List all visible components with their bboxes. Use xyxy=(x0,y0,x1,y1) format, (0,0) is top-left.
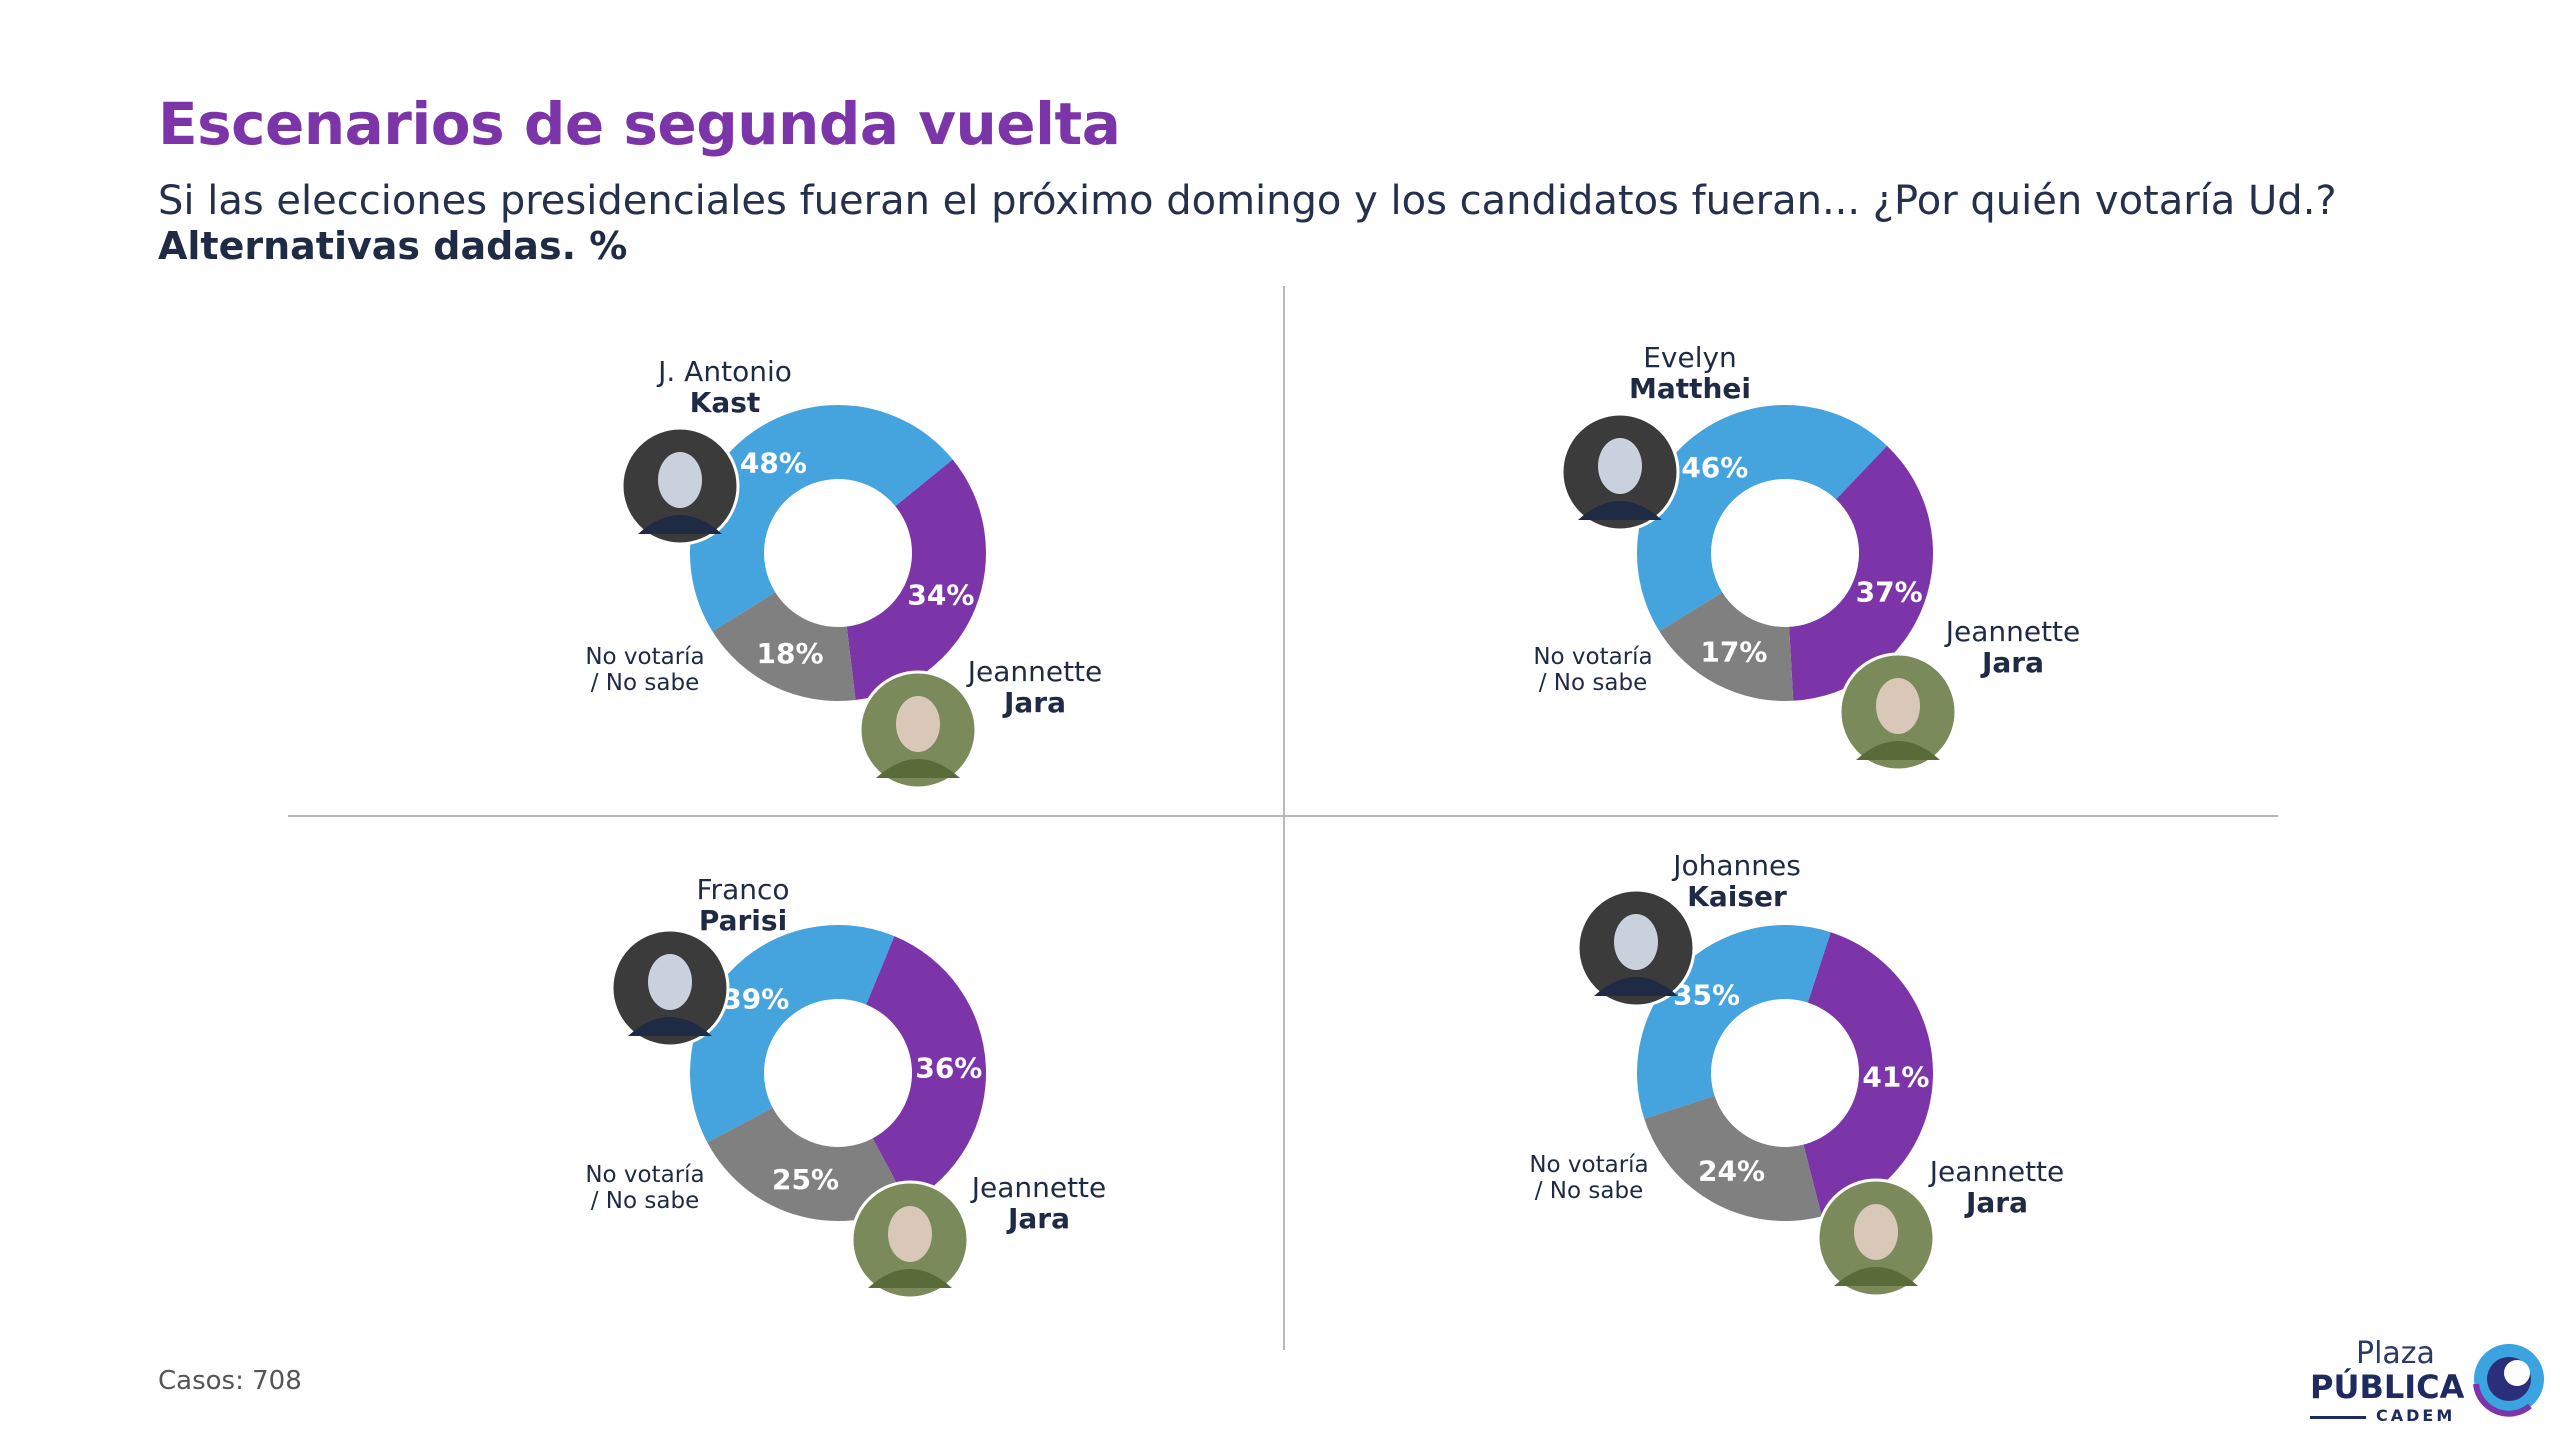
data-label: 36% xyxy=(915,1052,982,1085)
scenario-panel-kaiser: Johannes Kaiser No votaría / No sabe Jea… xyxy=(0,300,2064,1218)
candidate-photo xyxy=(1576,888,1696,1008)
candidate-last-name: Kast xyxy=(689,386,761,419)
data-label: 37% xyxy=(1856,575,1923,608)
logo-publica-text: PÚBLICA xyxy=(2310,1368,2465,1406)
opponent-first-name: Jeannette xyxy=(967,655,1103,688)
opponent-photo xyxy=(1816,1178,1936,1298)
donut-slice-jara xyxy=(1803,932,1934,1217)
opponent-last-name: Jara xyxy=(1007,1202,1070,1235)
candidate-last-name: Kaiser xyxy=(1687,880,1787,913)
opponent-photo xyxy=(1838,652,1958,772)
scenario-panel-matthei: Evelyn Matthei No votaría / No sabe Jean… xyxy=(0,300,2080,820)
no-votaria-line2: / No sabe xyxy=(590,670,700,696)
donut-slice-no-votar-a-no-sabe xyxy=(1644,1095,1822,1221)
candidate-photo xyxy=(1560,412,1680,532)
data-label: 39% xyxy=(722,982,789,1015)
no-votaria-line1: No votaría xyxy=(1533,644,1653,670)
plaza-publica-logo: Plaza PÚBLICA CADEM xyxy=(2310,1336,2550,1426)
vertical-divider xyxy=(1283,286,1285,1350)
data-label: 17% xyxy=(1700,636,1767,669)
candidate-photo xyxy=(620,426,740,546)
no-votaria-line2: / No sabe xyxy=(1538,670,1648,696)
opponent-label: Jeannette Jara xyxy=(944,1172,1134,1234)
opponent-label: Jeannette Jara xyxy=(1902,1156,2092,1218)
opponent-first-name: Jeannette xyxy=(1929,1155,2065,1188)
opponent-photo xyxy=(850,1180,970,1300)
data-label: 35% xyxy=(1673,979,1740,1012)
no-votaria-line2: / No sabe xyxy=(590,1188,700,1214)
donut-slice-jara xyxy=(1789,445,1934,701)
no-votaria-line1: No votaría xyxy=(1529,1152,1649,1178)
opponent-first-name: Jeannette xyxy=(971,1171,1107,1204)
data-label: 46% xyxy=(1681,451,1748,484)
no-votaria-line1: No votaría xyxy=(585,644,705,670)
candidate-first-name: Johannes xyxy=(1673,849,1801,882)
opponent-photo xyxy=(858,670,978,790)
opponent-label: Jeannette Jara xyxy=(940,656,1130,718)
candidate-last-name: Parisi xyxy=(698,904,788,937)
donut-slice-jara xyxy=(846,459,986,700)
data-label: 25% xyxy=(772,1163,839,1196)
data-label: 41% xyxy=(1862,1060,1929,1093)
scenario-panel-parisi: Franco Parisi No votaría / No sabe Jeann… xyxy=(0,300,1200,1234)
opponent-last-name: Jara xyxy=(1965,1186,2028,1219)
casos-count: Casos: 708 xyxy=(158,1366,302,1396)
logo-swirl-icon xyxy=(2473,1344,2544,1417)
no-votaria-label: No votaría / No sabe xyxy=(1504,1152,1674,1204)
page-title: Escenarios de segunda vuelta xyxy=(158,90,1121,158)
no-votaria-line2: / No sabe xyxy=(1534,1178,1644,1204)
opponent-label: Jeannette Jara xyxy=(1918,616,2108,678)
candidate-last-name: Matthei xyxy=(1628,372,1752,405)
horizontal-divider xyxy=(288,815,2278,817)
candidate-first-name: Evelyn xyxy=(1643,341,1737,374)
candidate-label: Johannes Kaiser xyxy=(1612,850,1862,912)
donut-slice-no-votar-a-no-sabe xyxy=(1659,592,1794,701)
candidate-label: Franco Parisi xyxy=(618,874,868,936)
no-votaria-label: No votaría / No sabe xyxy=(560,1162,730,1214)
data-label: 18% xyxy=(757,637,824,670)
donut-slice-matthei xyxy=(1637,404,1888,632)
candidate-first-name: J. Antonio xyxy=(658,355,792,388)
page-subtitle-bold: Alternativas dadas. % xyxy=(158,224,628,268)
data-label: 34% xyxy=(907,579,974,612)
no-votaria-line1: No votaría xyxy=(585,1162,705,1188)
donut-slice-jara xyxy=(866,936,987,1204)
candidate-label: J. Antonio Kast xyxy=(600,356,850,418)
logo-cadem-text: CADEM xyxy=(2376,1406,2456,1425)
candidate-first-name: Franco xyxy=(696,873,790,906)
page-subtitle: Si las elecciones presidenciales fueran … xyxy=(158,178,2337,224)
opponent-last-name: Jara xyxy=(1981,646,2044,679)
data-label: 48% xyxy=(740,447,807,480)
logo-plaza-text: Plaza xyxy=(2356,1336,2435,1371)
no-votaria-label: No votaría / No sabe xyxy=(560,644,730,696)
scenario-panel-kast: J. Antonio Kast No votaría / No sabe Jea… xyxy=(0,300,1200,820)
candidate-label: Evelyn Matthei xyxy=(1565,342,1815,404)
donut-slice-no-votar-a-no-sabe xyxy=(712,592,856,701)
data-label: 24% xyxy=(1698,1154,1765,1187)
opponent-first-name: Jeannette xyxy=(1945,615,2081,648)
donut-slice-kast xyxy=(690,405,953,632)
donut-slice-parisi xyxy=(689,924,895,1143)
no-votaria-label: No votaría / No sabe xyxy=(1508,644,1678,696)
donut-slice-no-votar-a-no-sabe xyxy=(707,1107,908,1222)
logo-underline xyxy=(2310,1416,2366,1419)
opponent-last-name: Jara xyxy=(1003,686,1066,719)
candidate-photo xyxy=(610,928,730,1048)
